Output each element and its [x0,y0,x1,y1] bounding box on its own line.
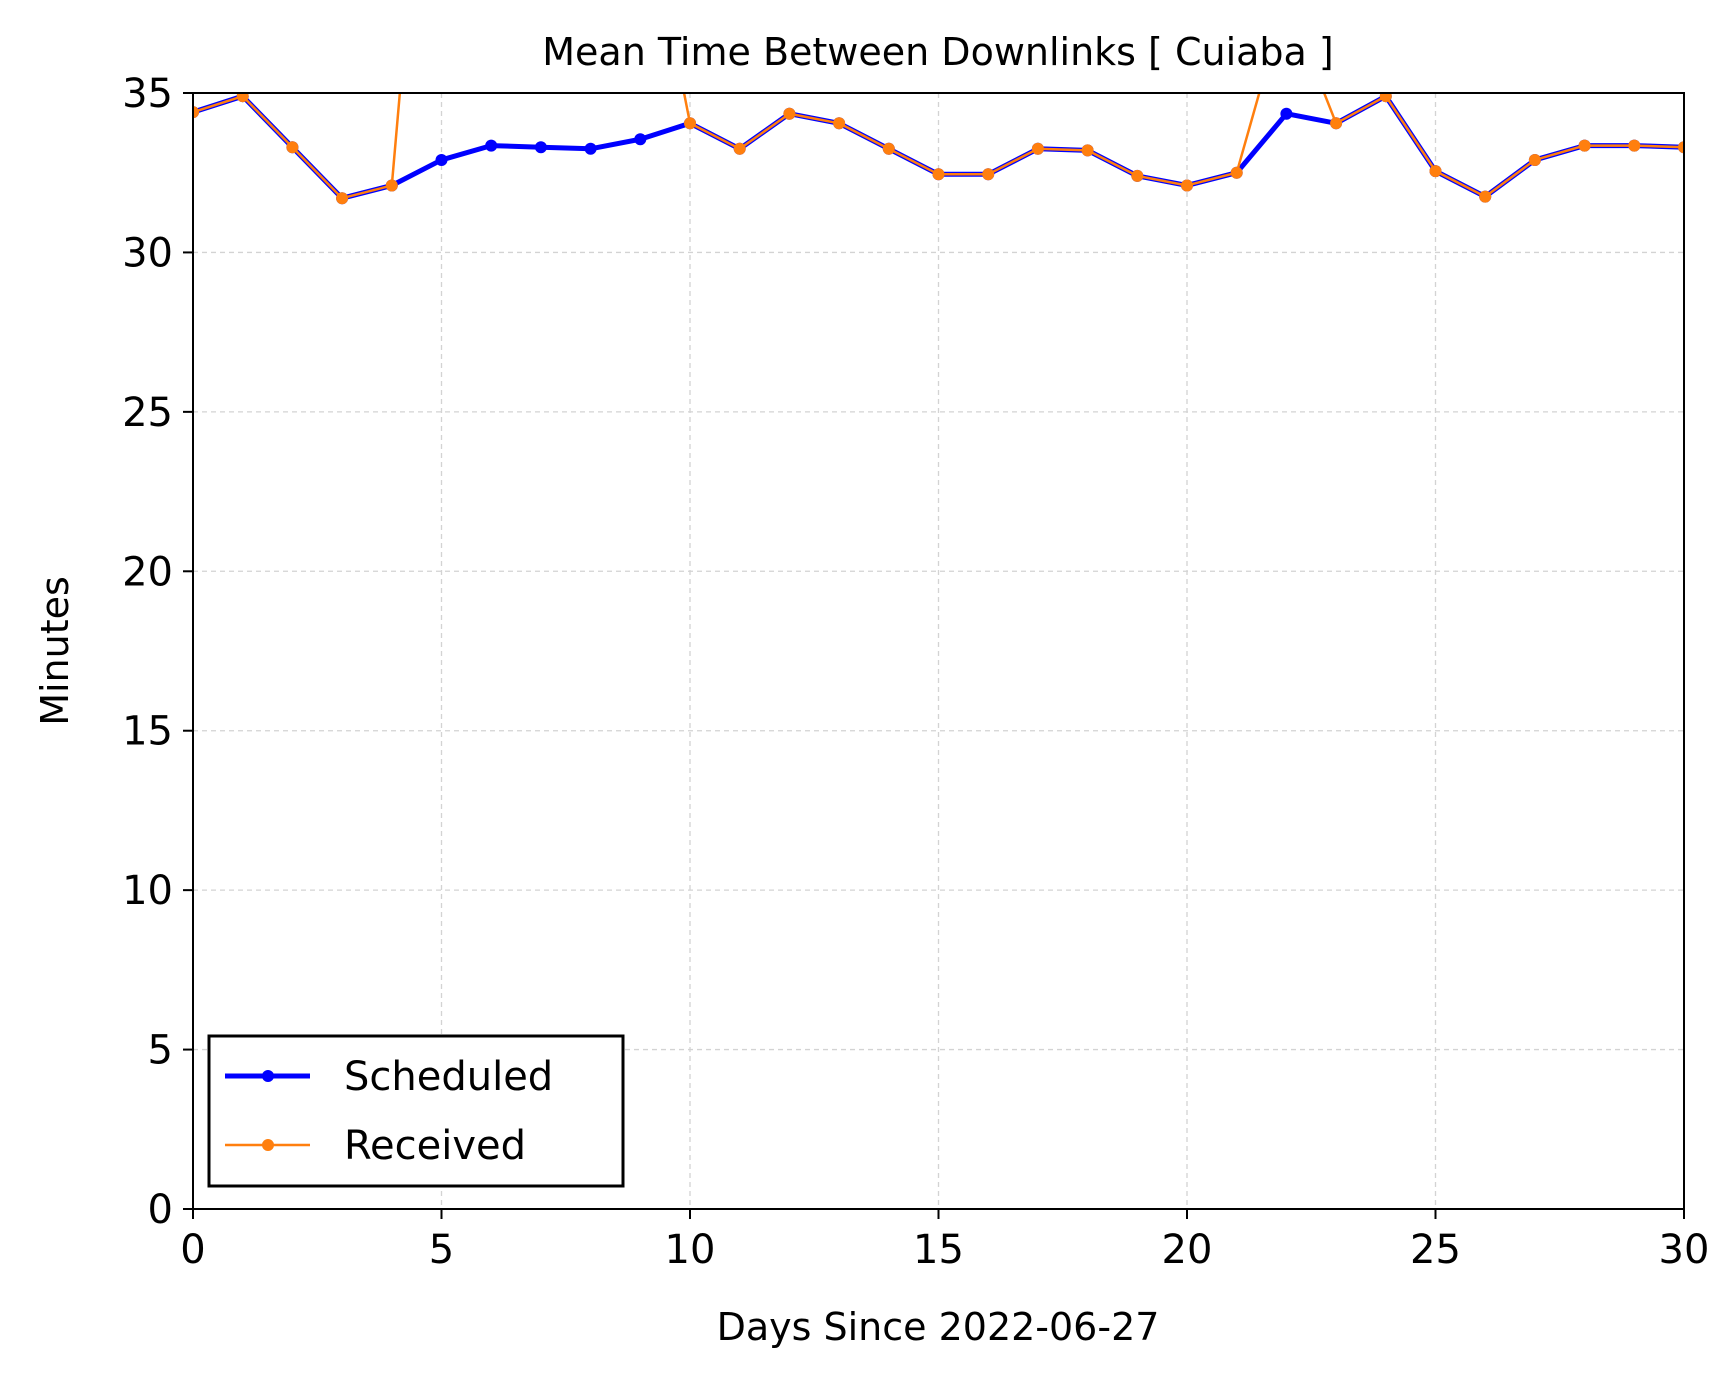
data-point-scheduled [584,142,597,155]
data-point-scheduled [534,141,547,154]
data-point-received [336,192,349,205]
legend-marker-scheduled [262,1070,274,1082]
series-received [193,93,1684,205]
y-tick-label: 10 [122,868,173,914]
x-tick-label: 10 [665,1227,716,1273]
data-point-received [1131,169,1144,182]
data-point-received [982,168,995,181]
data-point-received [193,106,199,119]
legend-label-received: Received [344,1123,526,1169]
data-point-received [1081,144,1094,157]
data-point-scheduled [634,133,647,146]
y-tick-label: 20 [122,549,173,595]
axis-ticks: 0 5 10 15 20 25 30 0 5 10 15 20 25 30 35 [122,71,1709,1273]
data-point-scheduled [1280,107,1293,120]
x-tick-label: 25 [1410,1227,1461,1273]
data-point-received [1628,139,1641,152]
data-point-received [1678,141,1684,154]
data-point-received [1379,93,1392,103]
data-point-received [833,117,846,130]
y-tick-label: 15 [122,709,173,755]
data-point-received [1330,117,1343,130]
y-tick-label: 30 [122,230,173,276]
data-point-received [1429,165,1442,178]
data-point-received [932,168,945,181]
data-point-received [733,142,746,155]
legend: Scheduled Received [207,1034,625,1188]
data-point-scheduled [485,139,498,152]
y-axis-label: Minutes [33,576,77,726]
legend-label-scheduled: Scheduled [344,1054,553,1100]
x-tick-label: 30 [1659,1227,1710,1273]
data-point-received [1230,166,1243,179]
data-point-received [1528,153,1541,166]
legend-marker-received [262,1139,274,1151]
y-tick-label: 5 [148,1028,173,1074]
series-line-received [682,93,1684,198]
series-lines [193,93,1684,205]
y-tick-label: 35 [122,71,173,117]
x-tick-label: 15 [913,1227,964,1273]
data-point-scheduled [435,153,448,166]
y-tick-label: 25 [122,390,173,436]
data-point-received [1181,179,1193,192]
x-tick-label: 0 [180,1227,205,1273]
data-point-received [286,141,299,154]
data-point-received [236,93,249,103]
x-axis-label: Days Since 2022-06-27 [717,1305,1160,1349]
legend-box [207,1034,625,1188]
data-point-received [684,117,696,130]
x-tick-label: 5 [429,1227,454,1273]
y-tick-label: 0 [148,1187,173,1233]
data-point-received [1479,190,1492,203]
data-point-received [385,179,398,192]
data-point-received [882,142,895,155]
x-tick-label: 20 [1162,1227,1213,1273]
data-point-received [1031,142,1044,155]
chart-title: Mean Time Between Downlinks [ Cuiaba ] [542,30,1333,74]
data-point-received [1578,139,1591,152]
series-line-received [193,93,402,200]
data-point-received [783,107,796,120]
